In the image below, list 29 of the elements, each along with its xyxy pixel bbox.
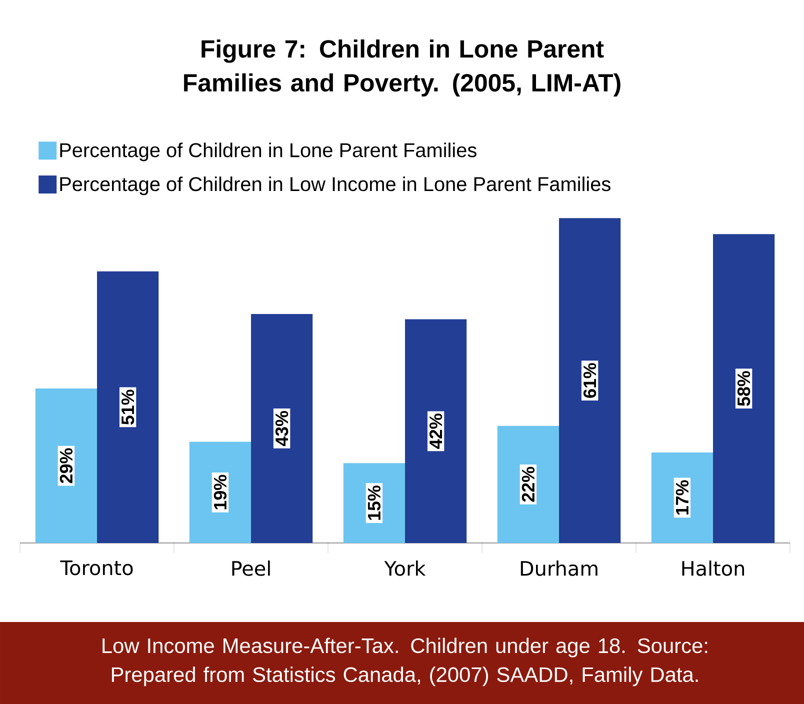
legend-label: Percentage of Children in Low Income in Lone Parent Families (60, 176, 610, 196)
data-label: 61% (583, 363, 596, 398)
bar (97, 271, 159, 543)
bar (713, 234, 775, 543)
data-label: 51% (121, 390, 134, 425)
chart-title: Figure 7: Children in Lone Parent Families and Poverty. (2005, LIM-AT) (184, 39, 620, 97)
x-tick-label: Toronto (60, 560, 133, 576)
data-label: 43% (275, 411, 288, 446)
legend-label: Percentage of Children in Lone Parent Families (60, 142, 476, 162)
bar (651, 452, 714, 543)
bar (35, 388, 98, 543)
data-label: 42% (429, 414, 442, 449)
data-label: 17% (676, 480, 689, 515)
data-label: 15% (368, 486, 381, 520)
x-tick-label: Peel (232, 560, 270, 576)
bar (497, 426, 560, 543)
data-label: 19% (214, 474, 227, 510)
x-tick-label: Halton (682, 560, 744, 576)
data-label: 58% (737, 371, 750, 406)
bar (251, 314, 313, 543)
bar (405, 319, 467, 543)
bar (343, 463, 406, 543)
data-label: 22% (522, 466, 535, 502)
x-tick-label: York (384, 560, 426, 576)
bar (189, 442, 252, 543)
bar (559, 218, 621, 543)
text: Low Income Measure-After-Tax. Children under age 18. Source: Prepared from Statistics Canada, (2007) SAADD, Family Data. (102, 638, 708, 686)
data-label: 29% (60, 448, 73, 484)
x-tick-label: Durham (520, 560, 598, 576)
